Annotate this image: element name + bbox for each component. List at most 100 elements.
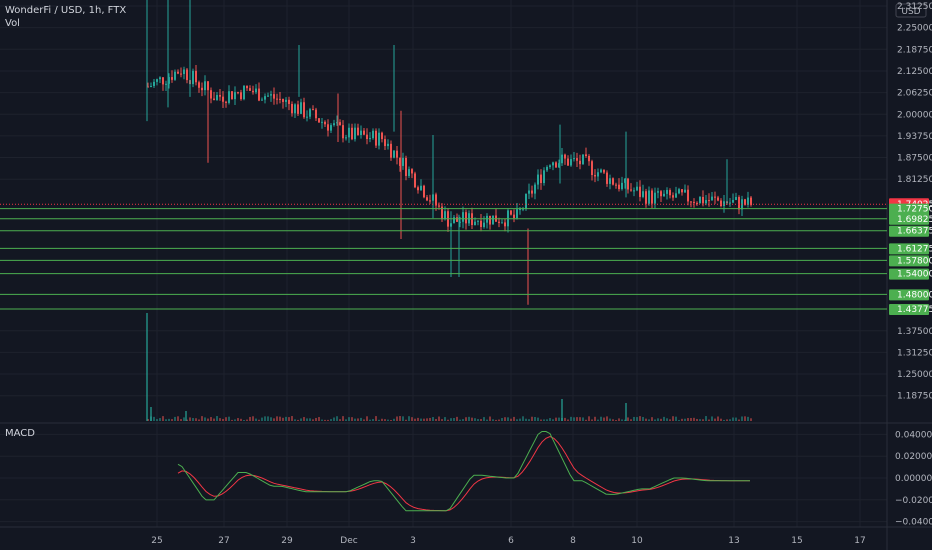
candle-body [282, 98, 284, 102]
candle-body [483, 222, 485, 227]
volume-bar [339, 419, 341, 421]
chart-title[interactable]: WonderFi / USD, 1h, FTX [5, 5, 126, 16]
candle-body [399, 157, 401, 166]
currency-badge[interactable] [895, 3, 927, 18]
volume-bar [738, 419, 740, 421]
macd-legend[interactable]: MACD [5, 428, 35, 439]
volume-bar [660, 418, 662, 421]
volume-bar [513, 416, 515, 421]
volume-bar [438, 416, 440, 421]
level-price-tag[interactable] [889, 243, 929, 255]
volume-bar [600, 416, 602, 421]
candle-body [690, 201, 692, 203]
candle-body [600, 169, 602, 173]
candle-body [747, 197, 749, 205]
candle-body [735, 197, 737, 200]
level-price-tag[interactable] [889, 203, 929, 215]
candle-body [213, 98, 215, 101]
candle-body [396, 150, 398, 158]
candle-body [633, 190, 635, 192]
price-tick-label: 2.31250 [897, 2, 932, 12]
candle-body [546, 166, 548, 171]
candle-body [708, 200, 710, 202]
volume-bar [672, 416, 674, 421]
candlestick-series[interactable] [146, 0, 752, 305]
macd-axis[interactable]: 0.04000 0.02000 0.00000 −0.02000 −0.04000 [895, 430, 932, 527]
volume-bar [447, 419, 449, 421]
candle-body [609, 178, 611, 184]
level-price-tag[interactable] [889, 268, 929, 280]
volume-bar [708, 419, 710, 421]
volume-bar [171, 419, 173, 421]
candle-body [363, 130, 365, 135]
candle-body [729, 202, 731, 204]
volume-bar [183, 417, 185, 421]
candle-body [657, 191, 659, 193]
candle-body [216, 95, 218, 101]
level-price-tag[interactable] [889, 289, 929, 301]
level-price-tag[interactable] [889, 255, 929, 267]
volume-bar [366, 416, 368, 421]
candle-body [297, 104, 299, 114]
volume-bar [615, 419, 617, 421]
macd-signal-line[interactable] [177, 436, 750, 512]
volume-bar [702, 419, 704, 421]
volume-bar [198, 419, 200, 421]
volume-bar [642, 416, 644, 421]
volume-bar [681, 418, 683, 421]
volume-bar [237, 418, 239, 421]
volume-bar [519, 418, 521, 421]
volume-bar [243, 419, 245, 421]
volume-bar [336, 416, 338, 421]
volume-bar [720, 418, 722, 421]
candle-body [573, 158, 575, 160]
macd-line[interactable] [177, 431, 750, 512]
candle-body [228, 91, 230, 103]
macd-tick-label: 0.00000 [895, 474, 932, 484]
candle-body [195, 70, 197, 83]
macd-pane[interactable] [177, 431, 750, 512]
candle-body [246, 85, 248, 89]
volume-bar [654, 419, 656, 421]
time-tick-label: 13 [728, 536, 739, 546]
volume-bar [456, 416, 458, 421]
volume-bar [462, 419, 464, 421]
volume-bar [312, 419, 314, 421]
candle-body [504, 222, 506, 227]
candle-body [570, 159, 572, 166]
candle-body [732, 199, 734, 203]
volume-legend[interactable]: Vol [5, 18, 20, 29]
volume-bar [453, 418, 455, 421]
volume-bar [639, 416, 641, 421]
volume-bar [369, 419, 371, 421]
volume-bar [381, 418, 383, 421]
candle-body [219, 95, 221, 97]
macd-tick-label: 0.04000 [895, 430, 932, 440]
time-tick-label: 29 [281, 536, 293, 546]
candle-body [465, 212, 467, 224]
candle-body [603, 169, 605, 173]
level-price-tag[interactable] [889, 213, 929, 225]
candle-body [549, 165, 551, 167]
time-axis[interactable]: 25 27 29 Dec 3 6 8 10 13 15 17 [151, 536, 865, 546]
candle-body [267, 95, 269, 97]
candle-body [351, 127, 353, 140]
horizontal-levels[interactable] [0, 203, 887, 310]
volume-bar [690, 418, 692, 421]
volume-bar [249, 416, 251, 421]
volume-bar [228, 416, 230, 421]
volume-bar [633, 416, 635, 421]
volume-bar [606, 416, 608, 421]
volume-bar [468, 416, 470, 421]
candle-body [309, 109, 311, 117]
volume-bar [204, 417, 206, 421]
candle-body [492, 215, 494, 225]
volume-bar [657, 418, 659, 421]
volume-bar [240, 418, 242, 421]
level-price-tag[interactable] [889, 304, 929, 316]
candle-body [375, 130, 377, 146]
price-axis[interactable]: 2.31250 2.25000 2.18750 2.12500 2.06250 2.000… [889, 2, 932, 402]
level-price-tag[interactable] [889, 225, 929, 237]
volume-bar [441, 419, 443, 421]
